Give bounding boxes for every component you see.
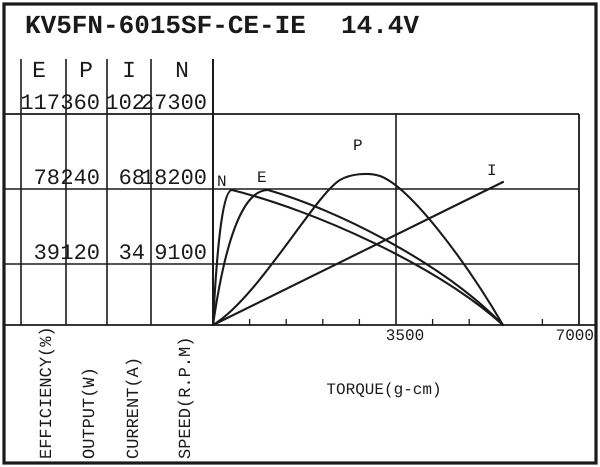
svg-text:N: N xyxy=(175,58,189,84)
svg-text:360: 360 xyxy=(60,91,100,116)
svg-text:27300: 27300 xyxy=(141,91,207,116)
svg-text:N: N xyxy=(217,173,227,191)
svg-text:P: P xyxy=(353,137,363,155)
svg-text:18200: 18200 xyxy=(141,166,207,191)
svg-text:E: E xyxy=(257,169,267,187)
svg-text:E: E xyxy=(32,58,46,84)
svg-text:39: 39 xyxy=(34,241,60,266)
svg-text:P: P xyxy=(79,58,93,84)
svg-text:OUTPUT(W): OUTPUT(W) xyxy=(81,367,100,459)
svg-text:120: 120 xyxy=(60,241,100,266)
svg-text:I: I xyxy=(122,58,136,84)
svg-text:34: 34 xyxy=(119,241,145,266)
svg-text:240: 240 xyxy=(60,166,100,191)
svg-text:102: 102 xyxy=(105,91,145,116)
svg-text:EFFICIENCY(%): EFFICIENCY(%) xyxy=(38,326,57,459)
svg-text:78: 78 xyxy=(34,166,60,191)
svg-text:KV5FN-6015SF-CE-IE: KV5FN-6015SF-CE-IE xyxy=(25,11,306,41)
svg-text:TORQUE(g-cm): TORQUE(g-cm) xyxy=(326,381,441,399)
svg-text:117: 117 xyxy=(20,91,60,116)
svg-text:9100: 9100 xyxy=(154,241,207,266)
svg-text:3500: 3500 xyxy=(386,327,424,345)
svg-text:7000: 7000 xyxy=(556,327,594,345)
svg-text:SPEED(R.P.M): SPEED(R.P.M) xyxy=(177,337,196,459)
svg-text:CURRENT(A): CURRENT(A) xyxy=(125,357,144,459)
svg-text:I: I xyxy=(487,162,497,180)
svg-text:14.4V: 14.4V xyxy=(341,11,419,41)
